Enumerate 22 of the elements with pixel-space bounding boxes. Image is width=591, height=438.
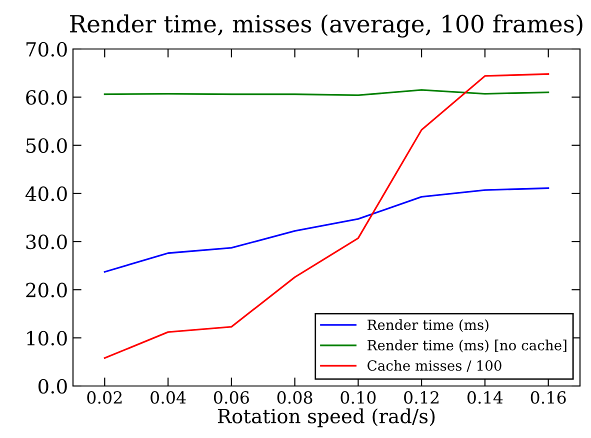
x-tick-label: 0.04: [150, 391, 186, 404]
chart-title: Render time, misses (average, 100 frames): [70, 14, 582, 38]
y-tick-label: 70.0: [26, 42, 67, 57]
y-tick-label: 0.0: [38, 378, 67, 394]
line-series: [104, 187, 550, 273]
legend-label: Cache misses / 100: [368, 360, 502, 372]
y-tick-label: 30.0: [26, 234, 67, 250]
legend-label: Render time (ms) [no cache]: [368, 340, 566, 352]
x-axis-title: Rotation speed (rad/s): [218, 408, 435, 428]
legend-label: Render time (ms): [368, 319, 488, 332]
x-tick-label: 0.12: [404, 391, 438, 404]
x-tick-label: 0.16: [530, 391, 566, 404]
x-tick-label: 0.10: [340, 391, 376, 404]
y-tick-label: 10.0: [27, 330, 67, 346]
y-tick-label: 60.0: [26, 90, 67, 105]
x-tick-label: 0.06: [214, 391, 249, 404]
x-tick-label: 0.02: [87, 391, 122, 404]
x-tick-label: 0.14: [467, 391, 503, 404]
y-tick-label: 20.0: [26, 282, 67, 298]
x-tick-label: 0.08: [277, 391, 312, 404]
y-tick-label: 50.0: [26, 138, 67, 153]
y-tick-label: 40.0: [25, 186, 67, 202]
